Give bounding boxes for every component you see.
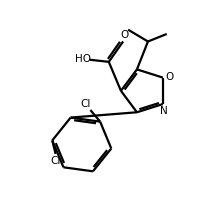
Text: HO: HO xyxy=(75,54,91,64)
Text: O: O xyxy=(120,30,128,40)
Text: O: O xyxy=(166,71,174,81)
Text: N: N xyxy=(160,106,168,116)
Text: Cl: Cl xyxy=(80,98,91,109)
Text: Cl: Cl xyxy=(50,156,61,166)
